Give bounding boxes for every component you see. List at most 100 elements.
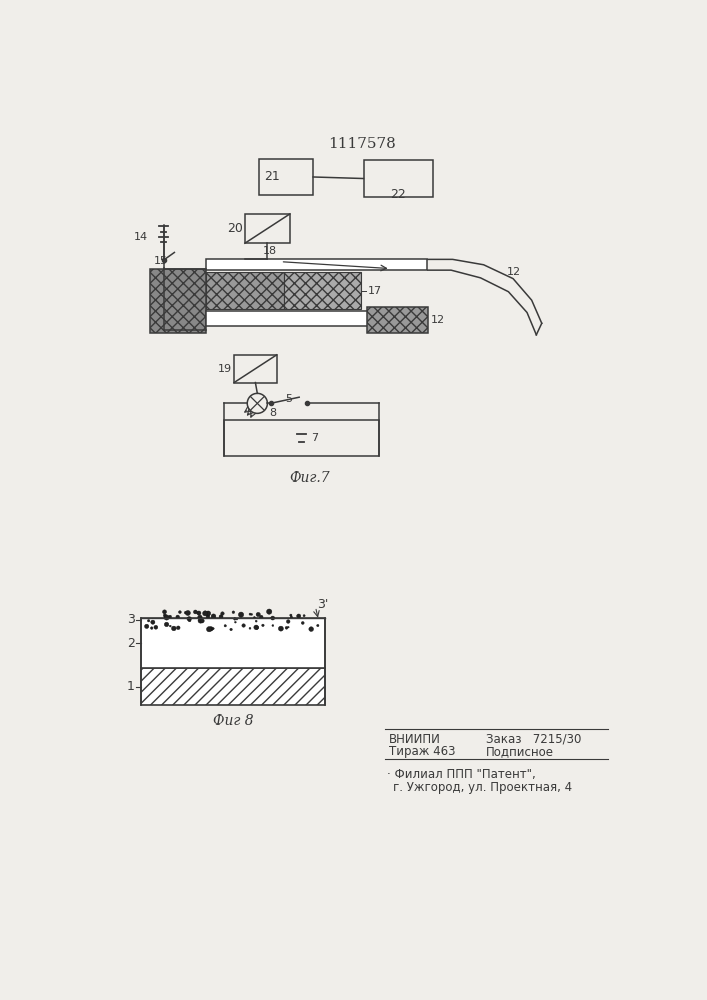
Circle shape <box>279 626 284 631</box>
Circle shape <box>198 615 202 619</box>
Bar <box>151 269 206 333</box>
Circle shape <box>194 610 197 614</box>
Circle shape <box>203 611 208 616</box>
Circle shape <box>185 611 187 614</box>
Circle shape <box>172 626 176 631</box>
Circle shape <box>285 626 288 629</box>
Text: 3: 3 <box>127 613 135 626</box>
Circle shape <box>290 614 292 616</box>
Bar <box>206 272 284 309</box>
Circle shape <box>254 616 255 618</box>
Circle shape <box>163 610 167 614</box>
Circle shape <box>164 615 169 620</box>
Bar <box>206 259 427 270</box>
Circle shape <box>249 613 251 615</box>
Bar <box>141 668 325 705</box>
Circle shape <box>301 622 304 624</box>
Circle shape <box>185 610 190 615</box>
Text: г. Ужгород, ул. Проектная, 4: г. Ужгород, ул. Проектная, 4 <box>393 781 572 794</box>
Text: 12: 12 <box>507 267 521 277</box>
Circle shape <box>230 628 233 631</box>
Circle shape <box>238 612 244 617</box>
Circle shape <box>236 618 238 620</box>
Circle shape <box>235 621 236 623</box>
Circle shape <box>233 618 236 620</box>
Text: Подписное: Подписное <box>486 745 554 758</box>
Text: Тираж 463: Тираж 463 <box>389 745 455 758</box>
Bar <box>224 420 379 456</box>
Circle shape <box>197 611 201 615</box>
Circle shape <box>178 611 181 613</box>
Text: 1117578: 1117578 <box>328 137 396 151</box>
Circle shape <box>255 620 257 622</box>
Circle shape <box>232 611 235 614</box>
Bar <box>245 214 290 243</box>
Circle shape <box>163 614 167 617</box>
Circle shape <box>221 612 224 615</box>
Text: 1: 1 <box>127 680 135 693</box>
Circle shape <box>267 609 272 614</box>
Circle shape <box>154 625 158 629</box>
Circle shape <box>188 619 191 622</box>
Text: ВНИИПИ: ВНИИПИ <box>389 733 441 746</box>
Bar <box>259 158 313 195</box>
Text: 22: 22 <box>390 188 407 201</box>
Text: Фиг.7: Фиг.7 <box>289 471 329 485</box>
Circle shape <box>254 625 259 630</box>
Text: 5: 5 <box>285 394 292 404</box>
Circle shape <box>271 616 275 620</box>
Text: Заказ   7215/30: Заказ 7215/30 <box>486 733 581 746</box>
Text: 12: 12 <box>431 315 445 325</box>
Circle shape <box>176 615 180 619</box>
Circle shape <box>177 626 180 630</box>
Text: 7: 7 <box>311 433 318 443</box>
Circle shape <box>170 625 171 627</box>
Circle shape <box>211 614 216 619</box>
Circle shape <box>151 620 155 624</box>
Circle shape <box>286 620 290 623</box>
Circle shape <box>206 615 210 618</box>
Text: 19: 19 <box>218 364 232 374</box>
Text: · Филиал ППП "Патент",: · Филиал ППП "Патент", <box>387 768 535 781</box>
Text: 18: 18 <box>262 246 276 256</box>
Circle shape <box>147 620 150 622</box>
Bar <box>234 355 276 383</box>
Bar <box>368 307 428 333</box>
Circle shape <box>309 627 313 631</box>
Circle shape <box>206 611 211 616</box>
Text: Фиг 8: Фиг 8 <box>213 714 253 728</box>
Text: 3': 3' <box>317 598 328 611</box>
Circle shape <box>262 624 264 627</box>
Circle shape <box>249 627 251 629</box>
Circle shape <box>187 617 192 621</box>
Circle shape <box>212 628 214 630</box>
Bar <box>206 311 427 326</box>
Bar <box>141 618 325 668</box>
Circle shape <box>272 625 274 626</box>
Circle shape <box>297 614 300 618</box>
Text: 2: 2 <box>127 637 135 650</box>
Text: 21: 21 <box>264 170 280 183</box>
Circle shape <box>209 627 214 631</box>
Circle shape <box>317 624 319 627</box>
Circle shape <box>198 618 203 623</box>
Circle shape <box>251 614 252 615</box>
Circle shape <box>303 615 305 617</box>
Text: 20: 20 <box>227 222 243 235</box>
Circle shape <box>168 615 172 618</box>
Bar <box>284 272 361 309</box>
Circle shape <box>288 626 289 628</box>
Text: 17: 17 <box>368 286 382 296</box>
Circle shape <box>200 619 204 623</box>
Circle shape <box>242 624 245 627</box>
Circle shape <box>206 627 212 632</box>
Text: 15: 15 <box>154 256 168 266</box>
Circle shape <box>255 626 259 629</box>
Bar <box>363 160 433 197</box>
Circle shape <box>256 612 260 617</box>
Circle shape <box>219 615 223 619</box>
Circle shape <box>144 624 149 628</box>
Circle shape <box>151 627 153 629</box>
Text: 14: 14 <box>134 232 148 242</box>
Circle shape <box>224 625 226 627</box>
